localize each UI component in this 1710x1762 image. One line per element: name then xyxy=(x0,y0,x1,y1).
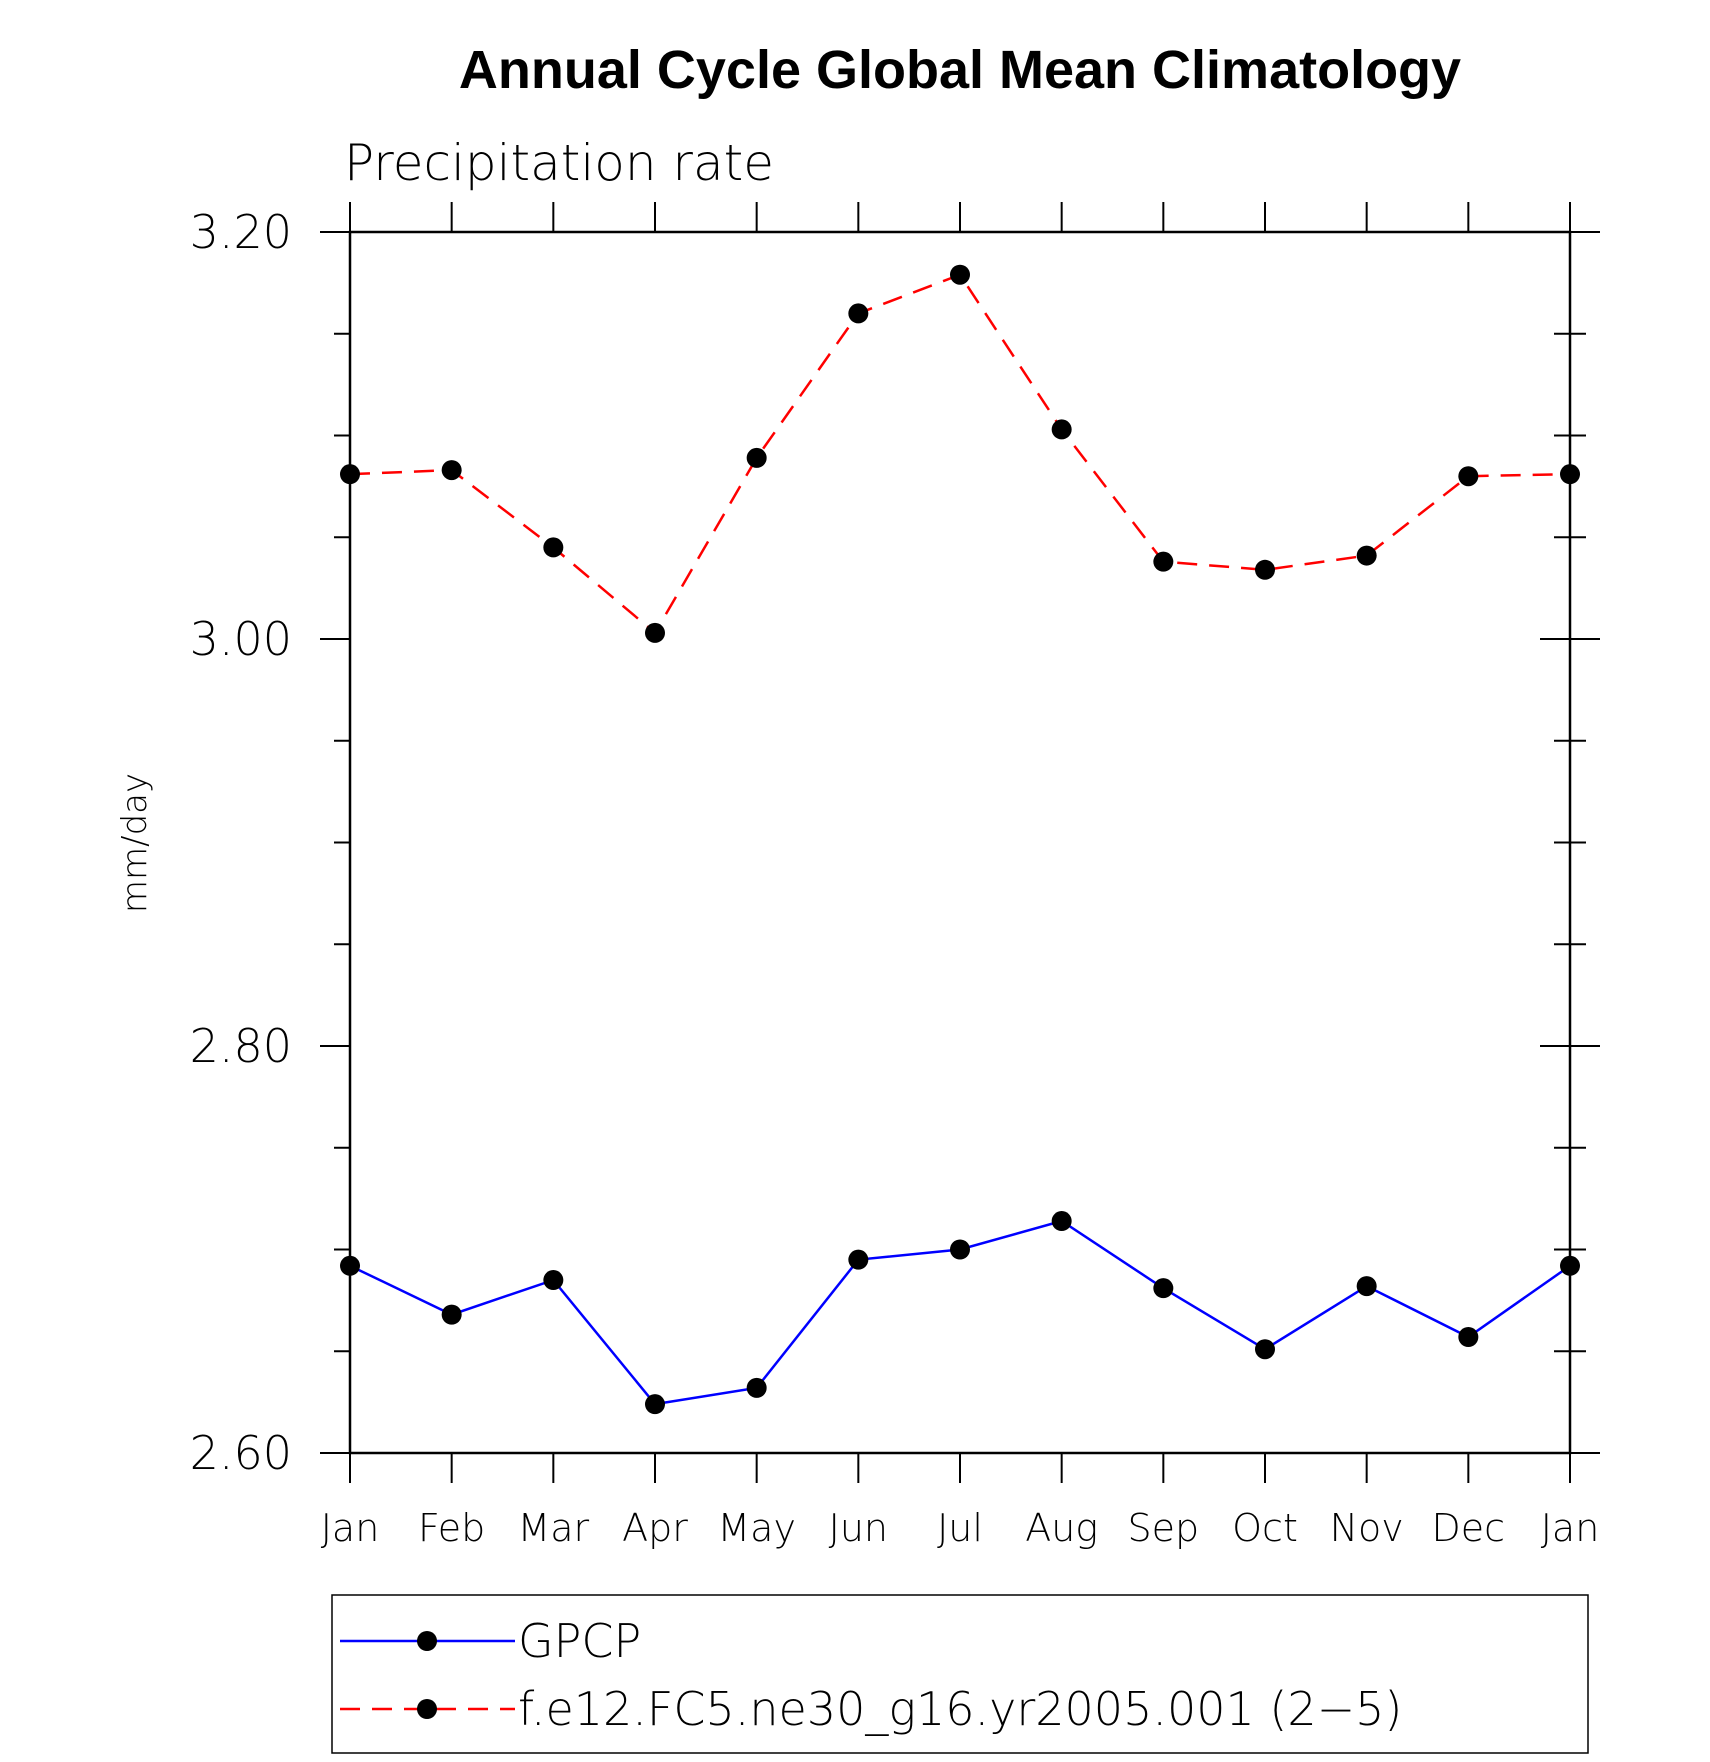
legend-marker-model xyxy=(417,1699,437,1719)
y-tick-label: 3.00 xyxy=(190,612,292,666)
series-0-point xyxy=(1255,1339,1275,1360)
series-0-point xyxy=(1051,1211,1072,1232)
series-0-point xyxy=(848,1249,869,1270)
legend-label-gpcp: GPCP xyxy=(518,1614,641,1668)
series-1-point xyxy=(746,447,767,468)
series-0-point xyxy=(1356,1276,1377,1297)
series-0-point xyxy=(543,1270,564,1291)
y-tick-labels: 3.20 3.00 2.80 2.60 xyxy=(190,205,292,1480)
series-0-point xyxy=(645,1394,665,1415)
series-0-point xyxy=(746,1377,767,1398)
series-0-point xyxy=(441,1304,462,1325)
series-1-point xyxy=(645,622,665,643)
legend-marker-gpcp xyxy=(417,1631,437,1651)
plot-frame xyxy=(348,230,1572,1455)
y-tick-label: 2.60 xyxy=(190,1426,292,1480)
series xyxy=(340,264,1580,1415)
legend: GPCP f.e12.FC5.ne30_g16.yr2005.001 (2−5) xyxy=(331,1594,1589,1754)
series-1-point xyxy=(1051,419,1072,440)
series-0-point xyxy=(950,1239,970,1260)
series-0-point xyxy=(1458,1327,1479,1348)
chart-title: Annual Cycle Global Mean Climatology xyxy=(459,40,1461,100)
x-tick-label: Oct xyxy=(1232,1506,1298,1550)
y-tick-label: 2.80 xyxy=(190,1019,292,1073)
x-tick-label: May xyxy=(717,1506,796,1550)
series-1-point xyxy=(543,537,564,558)
series-0-point xyxy=(340,1255,360,1276)
x-tick-label: Aug xyxy=(1025,1506,1098,1550)
series-0-point xyxy=(1560,1255,1580,1276)
series-line-1 xyxy=(349,273,1571,635)
chart-subtitle: Precipitation rate xyxy=(344,134,774,192)
legend-label-model: f.e12.FC5.ne30_g16.yr2005.001 (2−5) xyxy=(518,1682,1402,1736)
series-1-point xyxy=(1560,464,1580,485)
series-1-point xyxy=(1153,551,1174,572)
x-tick-label: Jun xyxy=(829,1506,888,1550)
series-1-point xyxy=(340,464,360,485)
x-tick-label: Mar xyxy=(517,1506,589,1550)
series-1-point xyxy=(1458,466,1479,487)
x-tick-label: Feb xyxy=(418,1506,485,1550)
x-tick-label: Sep xyxy=(1128,1506,1200,1550)
series-1-point xyxy=(441,460,462,481)
series-1-point xyxy=(950,264,970,285)
y-axis-label: mm/day xyxy=(115,773,155,913)
x-tick-label: Dec xyxy=(1432,1506,1506,1550)
x-tick-label: Apr xyxy=(622,1506,688,1550)
x-tick-label: Nov xyxy=(1330,1506,1404,1550)
x-tick-label: Jul xyxy=(937,1506,983,1550)
series-0-point xyxy=(1153,1278,1174,1299)
axes xyxy=(320,202,1600,1483)
series-1-point xyxy=(1255,559,1275,580)
legend-box xyxy=(331,1594,1589,1754)
x-tick-label: Jan xyxy=(321,1506,380,1550)
series-1-point xyxy=(848,303,869,324)
y-tick-label: 3.20 xyxy=(190,205,292,259)
x-tick-label: Jan xyxy=(1541,1506,1600,1550)
x-tick-labels: Jan Feb Mar Apr May Jun Jul Aug Sep Oct Nov Dec Jan xyxy=(321,1506,1600,1550)
series-1-point xyxy=(1356,545,1377,566)
